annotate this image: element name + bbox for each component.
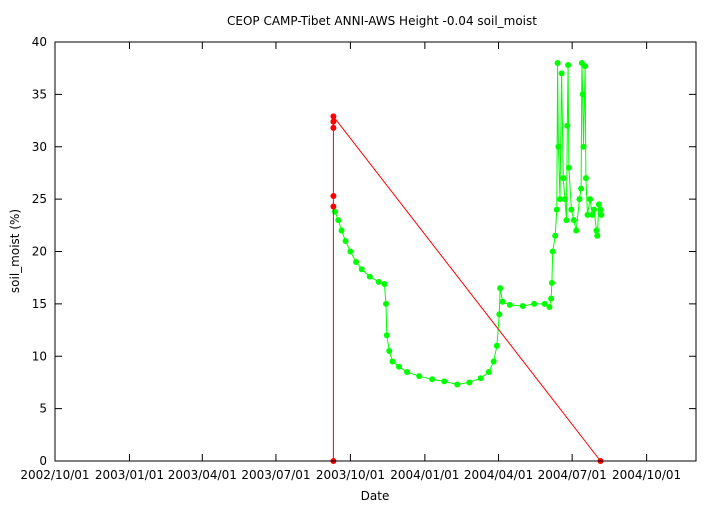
x-tick-label: 2004/01/01 [390,468,459,482]
data-point [493,342,500,349]
x-tick-label: 2002/10/01 [20,468,89,482]
data-point [441,378,448,385]
data-point [561,196,568,203]
y-tick-label: 25 [32,192,47,206]
data-point [466,379,473,386]
data-point [338,227,345,234]
data-point [589,211,596,218]
data-point [519,302,526,309]
data-point [546,304,553,311]
data-point [564,122,571,129]
data-point [416,373,423,380]
x-tick-label: 2003/10/01 [316,468,385,482]
data-point [578,185,585,192]
data-point [593,227,600,234]
data-point [330,192,337,199]
data-point [554,59,561,66]
data-point [485,368,492,375]
data-point [555,143,562,150]
data-point [358,266,365,273]
x-tick-label: 2003/07/01 [241,468,310,482]
y-tick-label: 10 [32,349,47,363]
data-point [381,280,388,287]
data-point [383,300,390,307]
data-point [558,70,565,77]
data-point [584,211,591,218]
data-point [548,295,555,302]
x-axis-label: Date [361,489,390,503]
plot-frame [54,41,697,462]
data-point [595,201,602,208]
y-tick-label: 20 [32,245,47,259]
data-point [386,348,393,355]
data-point [557,196,564,203]
chart-title: CEOP CAMP-Tibet ANNI-AWS Height -0.04 so… [227,14,537,28]
data-point [366,273,373,280]
data-point [552,232,559,239]
data-point [591,206,598,213]
data-point [375,278,382,285]
data-point [330,203,337,210]
series-0 [332,59,605,388]
data-point [553,206,560,213]
data-point [597,206,604,213]
x-tick-label: 2004/10/01 [612,468,681,482]
data-point [404,368,411,375]
data-point [565,164,572,171]
x-tick-label: 2003/04/01 [168,468,237,482]
series-1 [330,113,604,464]
data-point [496,311,503,318]
data-point [582,63,589,70]
y-tick-label: 40 [32,35,47,49]
data-point [454,381,461,388]
data-point [429,376,436,383]
data-point [549,248,556,255]
data-point [560,175,567,182]
data-point [395,363,402,370]
data-point [582,175,589,182]
data-point [594,232,601,239]
data-point [353,258,360,265]
data-point [576,196,583,203]
data-point [579,91,586,98]
x-tick-label: 2003/01/01 [95,468,164,482]
x-tick-label: 2004/07/01 [538,468,607,482]
data-point [531,300,538,307]
data-point [342,238,349,245]
data-point [330,124,337,131]
data-point [490,358,497,365]
data-point [548,279,555,286]
data-point [586,196,593,203]
data-point [568,206,575,213]
y-tick-label: 0 [39,454,47,468]
data-point [573,227,580,234]
data-point [565,62,572,69]
data-point [389,358,396,365]
data-point [541,300,548,307]
data-point [598,211,605,218]
data-point [330,113,337,120]
data-point [383,332,390,339]
data-point [347,248,354,255]
data-point [497,285,504,292]
data-point [477,375,484,382]
data-point [335,217,342,224]
y-axis-label: soil_moist (%) [8,209,22,293]
data-point [570,217,577,224]
data-point [330,118,337,125]
data-point [580,143,587,150]
y-tick-label: 15 [32,297,47,311]
y-tick-label: 5 [39,402,47,416]
series-line [334,62,602,386]
y-tick-label: 35 [32,87,47,101]
data-point [563,217,570,224]
x-tick-label: 2004/04/01 [464,468,533,482]
y-tick-label: 30 [32,140,47,154]
data-point [506,301,513,308]
data-point [499,298,506,305]
